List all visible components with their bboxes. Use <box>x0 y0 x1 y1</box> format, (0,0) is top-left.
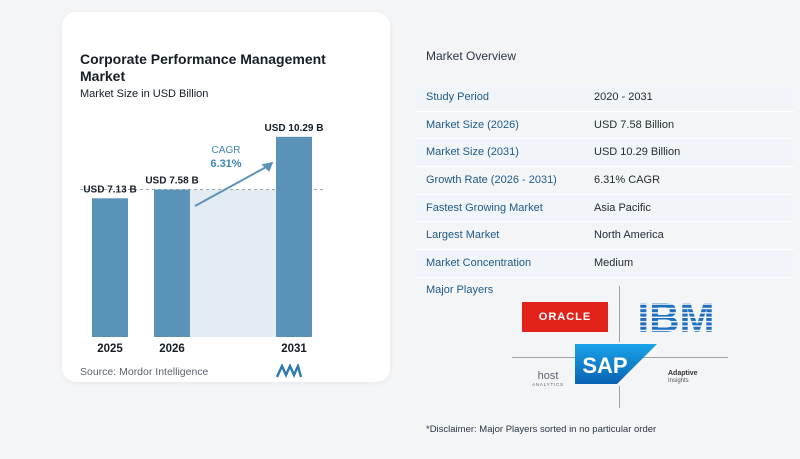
ibm-logo-text: IBM <box>638 296 715 336</box>
overview-row: Fastest Growing Market Asia Pacific <box>416 194 794 223</box>
overview-label: Largest Market <box>426 229 500 242</box>
source-text: Source: Mordor Intelligence <box>80 366 209 378</box>
overview-row: Market Concentration Medium <box>416 250 794 278</box>
overview-value: North America <box>594 229 664 242</box>
adaptive-logo-subtext: Insights <box>668 378 689 384</box>
data-label: USD 10.29 B <box>265 123 324 134</box>
adaptive-insights-logo: Adaptive Insights <box>668 370 724 385</box>
adaptive-logo-text: Adaptive <box>668 370 698 377</box>
data-label: USD 7.58 B <box>145 176 198 187</box>
divider-vertical-bottom <box>619 386 620 408</box>
bar-chart: USD 7.13 B 2025 USD 7.58 B 2026 USD 10.29 B 2… <box>80 123 326 355</box>
chart-subtitle: Market Size in USD Billion <box>80 88 209 100</box>
overview-table: Study Period 2020 - 2031 Market Size (2026… <box>416 84 794 278</box>
host-logo-text: host <box>537 370 559 382</box>
overview-row: Largest Market North America <box>416 222 794 251</box>
mordor-logo-icon <box>276 364 302 378</box>
forecast-shade <box>190 189 276 337</box>
overview-row: Growth Rate (2026 - 2031) 6.31% CAGR <box>416 167 794 195</box>
bar-2025 <box>92 198 128 337</box>
players-title: Major Players <box>426 284 494 296</box>
overview-value: Asia Pacific <box>594 201 651 214</box>
overview-row: Market Size (2031) USD 10.29 Billion <box>416 139 794 168</box>
sap-logo-text: SAP <box>582 353 627 378</box>
overview-label: Market Size (2031) <box>426 146 519 159</box>
divider-vertical-top <box>619 286 620 342</box>
overview-label: Growth Rate (2026 - 2031) <box>426 174 557 187</box>
chart-title: Corporate Performance Management Market <box>80 51 326 84</box>
overview-label: Study Period <box>426 91 489 103</box>
cagr-arrow-head <box>261 161 274 172</box>
overview-label: Market Size (2026) <box>426 118 519 131</box>
cagr-value: 6.31% <box>210 158 241 170</box>
overview-value: USD 7.58 Billion <box>594 118 675 131</box>
overview-title: Market Overview <box>426 49 517 63</box>
host-logo-subtext: ANALYTICS <box>532 382 564 387</box>
overview-row: Market Size (2026) USD 7.58 Billion <box>416 112 794 140</box>
x-tick-label: 2026 <box>159 343 185 355</box>
bar-2031 <box>276 136 312 337</box>
overview-value: 2020 - 2031 <box>594 91 653 103</box>
disclaimer: *Disclaimer: Major Players sorted in no … <box>426 424 657 435</box>
overview-label: Fastest Growing Market <box>426 201 543 214</box>
sap-logo: SAP <box>575 344 657 384</box>
x-tick-label: 2025 <box>97 343 123 355</box>
x-tick-label: 2031 <box>281 343 307 355</box>
overview-row: Study Period 2020 - 2031 <box>416 84 794 112</box>
data-label: USD 7.13 B <box>83 184 136 195</box>
host-analytics-logo: host ANALYTICS <box>528 370 568 388</box>
overview-label: Market Concentration <box>426 257 532 270</box>
overview-value: USD 10.29 Billion <box>594 146 681 159</box>
cagr-arrow <box>194 165 269 207</box>
oracle-logo: ORACLE <box>522 302 608 332</box>
overview-value: Medium <box>594 257 634 270</box>
overview-value: 6.31% CAGR <box>594 174 661 187</box>
bar-2026 <box>154 189 190 337</box>
cagr-label: CAGR <box>212 145 241 156</box>
ibm-logo: IBM <box>638 296 715 336</box>
